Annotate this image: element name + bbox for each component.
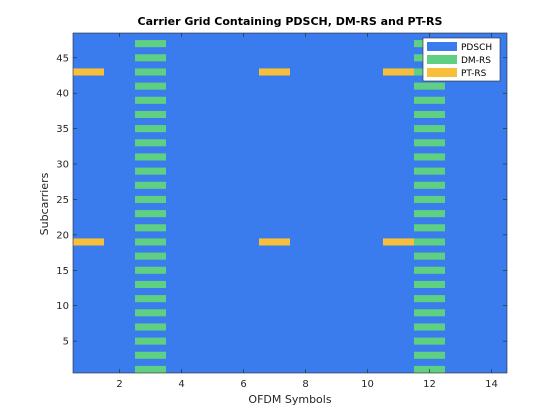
y-tick-label: 10 [56,301,69,312]
x-tick-label: 2 [116,379,122,390]
y-tick-label: 25 [56,195,69,206]
y-tick-label: 15 [56,266,69,277]
dmrs-cell [414,125,445,133]
x-tick-label: 10 [361,379,374,390]
dmrs-cell [135,110,166,118]
dmrs-cell [135,167,166,175]
dmrs-cell [135,54,166,62]
x-tick-label: 14 [485,379,498,390]
dmrs-cell [414,309,445,317]
legend-label: PDSCH [461,43,492,53]
legend-label: DM-RS [461,56,491,66]
dmrs-cell [135,82,166,90]
dmrs-cell [414,195,445,203]
ptrs-cell [73,238,104,246]
y-tick-label: 5 [63,337,69,348]
legend-label: PT-RS [461,69,487,79]
dmrs-cell [414,266,445,274]
dmrs-cell [414,210,445,218]
dmrs-cell [135,195,166,203]
dmrs-cell [135,323,166,331]
dmrs-cell [135,295,166,303]
dmrs-cell [135,252,166,260]
dmrs-cell [135,365,166,373]
plot-area [72,32,508,374]
ptrs-cell [383,68,414,76]
dmrs-cell [135,153,166,161]
dmrs-cell [414,110,445,118]
dmrs-cell [135,40,166,48]
dmrs-cell [414,337,445,345]
dmrs-cell [135,337,166,345]
y-tick-label: 40 [56,89,69,100]
dmrs-cell [135,309,166,317]
y-tick-label: 30 [56,160,69,171]
dmrs-cell [135,266,166,274]
dmrs-cell [414,351,445,359]
axis-ticks: 2 4 6 8 10 12 14 5 10 15 20 25 30 35 40 45 [56,33,507,390]
dmrs-cell [414,238,445,246]
y-tick-label: 35 [56,124,69,135]
dmrs-cell [135,238,166,246]
ptrs-cell [383,238,414,246]
x-tick-label: 12 [423,379,436,390]
dmrs-cell [414,323,445,331]
y-tick-label: 45 [56,53,69,64]
dmrs-cell [414,252,445,260]
x-tick-label: 8 [302,379,308,390]
dmrs-cell [414,295,445,303]
dmrs-cell [135,181,166,189]
legend-swatch [427,42,457,51]
x-axis-title: OFDM Symbols [248,393,331,406]
dmrs-cell [135,139,166,147]
dmrs-cell [414,181,445,189]
ptrs-cell [73,68,104,76]
dmrs-cell [414,153,445,161]
dmrs-cell [135,351,166,359]
dmrs-cell [135,210,166,218]
dmrs-cell [135,224,166,232]
dmrs-cell [414,224,445,232]
dmrs-cell [135,280,166,288]
dmrs-cell [414,167,445,175]
x-tick-label: 4 [178,379,184,390]
dmrs-cell [414,139,445,147]
dmrs-cell [414,280,445,288]
chart-title: Carrier Grid Containing PDSCH, DM-RS and… [138,15,443,28]
ptrs-cell [259,238,290,246]
legend-swatch [427,55,457,64]
axes-box [72,32,508,374]
dmrs-cell [135,96,166,104]
legend-swatch [427,68,457,77]
ptrs-cell [259,68,290,76]
y-axis-title: Subcarriers [38,172,51,235]
dmrs-cell [414,82,445,90]
dmrs-cell [135,125,166,133]
dmrs-cell [135,68,166,76]
x-tick-label: 6 [240,379,246,390]
y-tick-label: 20 [56,230,69,241]
dmrs-cell [414,96,445,104]
legend: PDSCH DM-RS PT-RS [422,37,501,82]
